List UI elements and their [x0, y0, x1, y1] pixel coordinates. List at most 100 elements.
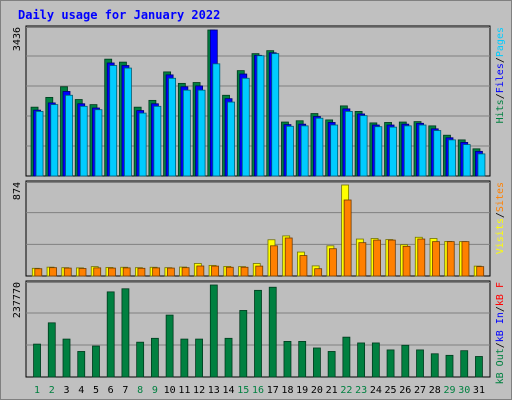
bar-visits-sites-day-18 — [284, 237, 293, 277]
bar-visits-sites-day-5 — [93, 267, 102, 277]
bar-visits-sites-day-30 — [461, 241, 470, 277]
max-label-visits: 874 — [12, 182, 23, 200]
day-label-23: 23 — [355, 385, 367, 396]
bar-visits-sites-day-24 — [373, 239, 381, 277]
day-label-6: 6 — [108, 385, 114, 396]
day-label-20: 20 — [311, 385, 323, 396]
bar-kbytes-kb-f-day-20 — [313, 347, 321, 378]
bar-hits-pages-day-30 — [462, 144, 471, 177]
day-label-4: 4 — [78, 385, 84, 396]
bar-visits-sites-day-10 — [166, 267, 175, 277]
bar-visits-sites-day-21 — [328, 248, 337, 277]
axis-word: kB In — [495, 312, 506, 342]
day-label-9: 9 — [152, 385, 158, 396]
bar-hits-pages-day-13 — [212, 63, 221, 177]
bar-visits-sites-day-12 — [196, 265, 205, 277]
bar-visits-sites-day-29 — [446, 241, 455, 277]
bar-kbytes-kb-f-day-15 — [239, 310, 248, 378]
bar-visits-sites-day-11 — [181, 267, 190, 277]
bar-hits-pages-day-23 — [359, 115, 368, 177]
day-label-30: 30 — [458, 385, 470, 396]
bar-kbytes-kb-f-day-28 — [430, 353, 439, 378]
day-labels: 1 2 3 4 5 6 7 8 9 10 11 12 13 14 15 16 17 18 19 20 21 22 23 24 2… — [34, 385, 485, 396]
day-label-24: 24 — [370, 385, 382, 396]
axis-separator: / — [495, 93, 506, 99]
bar-visits-sites-day-15 — [240, 266, 249, 277]
bar-visits-sites-day-13 — [211, 265, 219, 277]
bar-kbytes-kb-f-day-21 — [327, 351, 336, 378]
bar-hits-pages-day-3 — [65, 94, 73, 177]
axis-separator: / — [495, 306, 506, 312]
bar-kbytes-kb-f-day-27 — [416, 349, 424, 378]
bar-hits-pages-day-9 — [153, 105, 162, 177]
day-label-5: 5 — [93, 385, 99, 396]
bar-visits-sites-day-19 — [299, 255, 308, 277]
bar-kbytes-kb-f-day-1 — [33, 343, 41, 378]
bar-hits-pages-day-16 — [256, 55, 265, 177]
bar-hits-pages-day-15 — [241, 77, 250, 177]
bar-hits-pages-day-18 — [286, 125, 294, 177]
bar-visits-sites-day-27 — [417, 238, 426, 277]
bar-kbytes-kb-f-day-6 — [106, 291, 115, 378]
bar-kbytes-kb-f-day-17 — [268, 286, 277, 378]
bar-hits-pages-day-6 — [109, 65, 118, 177]
bar-visits-sites-day-7 — [122, 267, 131, 277]
day-label-16: 16 — [252, 385, 264, 396]
bar-visits-sites-day-2 — [49, 267, 57, 277]
day-label-13: 13 — [208, 385, 220, 396]
bar-hits-pages-day-1 — [35, 111, 44, 177]
day-label-3: 3 — [63, 385, 69, 396]
bar-kbytes-kb-f-day-7 — [121, 288, 130, 378]
bar-visits-sites-day-9 — [152, 267, 161, 277]
bar-kbytes-kb-f-day-12 — [195, 338, 203, 378]
bar-kbytes-kb-f-day-3 — [62, 338, 71, 378]
axis-word: Visits — [495, 218, 506, 254]
day-label-17: 17 — [267, 385, 279, 396]
bar-visits-sites-day-17 — [270, 245, 278, 277]
bar-visits-sites-day-31 — [476, 266, 485, 277]
axis-word: Pages — [495, 27, 506, 57]
bar-hits-pages-day-17 — [271, 53, 280, 177]
bar-hits-pages-day-11 — [182, 89, 191, 177]
bar-kbytes-kb-f-day-8 — [136, 341, 145, 378]
axis-word: Files — [495, 63, 506, 93]
bar-hits-pages-day-5 — [94, 109, 103, 177]
bar-kbytes-kb-f-day-16 — [254, 289, 262, 378]
axis-separator: / — [495, 342, 506, 348]
day-label-10: 10 — [164, 385, 176, 396]
chart-title: Daily usage for January 2022 — [18, 8, 220, 22]
panel-visits: 874 Visits/Sites — [12, 180, 506, 277]
bar-hits-pages-day-12 — [197, 89, 206, 177]
axis-legend-hits: Hits/Files/Pages — [495, 27, 506, 123]
max-label-kbytes: 237770 — [12, 282, 23, 318]
day-label-14: 14 — [223, 385, 235, 396]
day-label-29: 29 — [443, 385, 455, 396]
bar-visits-sites-day-1 — [34, 268, 43, 277]
day-label-22: 22 — [340, 385, 352, 396]
bar-kbytes-kb-f-day-13 — [209, 284, 218, 378]
axis-legend-visits: Visits/Sites — [495, 182, 506, 254]
bar-hits-pages-day-8 — [138, 112, 147, 177]
bar-kbytes-kb-f-day-26 — [401, 344, 410, 378]
bar-hits-pages-day-25 — [389, 126, 397, 177]
day-label-18: 18 — [281, 385, 293, 396]
bar-visits-sites-day-16 — [255, 265, 264, 277]
bar-hits-pages-day-28 — [433, 130, 442, 177]
bar-kbytes-kb-f-day-14 — [224, 337, 233, 378]
axis-separator: / — [495, 212, 506, 218]
bar-visits-sites-day-26 — [402, 245, 411, 277]
bar-visits-sites-day-20 — [314, 268, 323, 277]
axis-word: kB Out — [495, 348, 506, 384]
bar-hits-pages-day-4 — [79, 105, 88, 177]
axis-separator: / — [495, 57, 506, 63]
bar-kbytes-kb-f-day-9 — [150, 337, 159, 378]
bar-kbytes-kb-f-day-23 — [357, 342, 366, 378]
bar-kbytes-kb-f-day-31 — [475, 356, 483, 378]
bar-visits-sites-day-6 — [108, 267, 116, 277]
day-label-27: 27 — [414, 385, 426, 396]
day-label-11: 11 — [178, 385, 190, 396]
bar-visits-sites-day-28 — [432, 241, 440, 277]
bar-kbytes-kb-f-day-24 — [371, 342, 380, 378]
